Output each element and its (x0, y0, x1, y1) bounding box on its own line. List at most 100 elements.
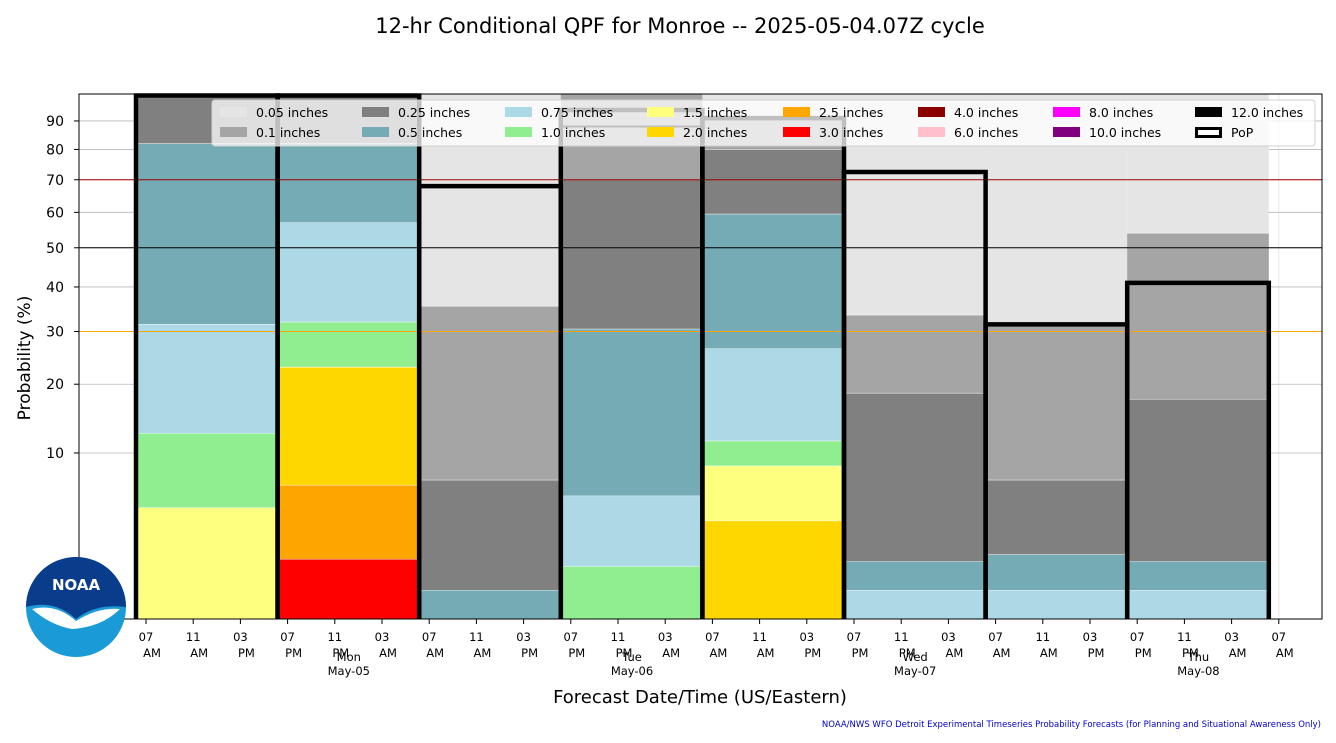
bar-group (702, 94, 844, 620)
legend-label: 3.0 inches (819, 125, 883, 140)
x-tick-label-time: 11 (469, 630, 484, 644)
noaa-logo: NOAA (26, 557, 126, 657)
x-tick-label-time: 07 (280, 630, 295, 644)
x-tick-label-ampm: PM (568, 646, 585, 660)
x-tick-label-time: 03 (1083, 630, 1098, 644)
x-tick-label-time: 11 (752, 630, 767, 644)
bar-group (277, 94, 420, 619)
legend-label: 12.0 inches (1231, 105, 1303, 120)
y-tick-label: 70 (46, 173, 64, 189)
legend-swatch (918, 127, 945, 137)
x-tick-label-ampm: AM (662, 646, 680, 660)
legend-swatch (505, 107, 532, 117)
bar-segment (985, 590, 1128, 619)
legend-label: 2.5 inches (819, 105, 883, 120)
x-tick-label-ampm: AM (1276, 646, 1294, 660)
legend-swatch (220, 127, 247, 137)
x-tick-label-ampm: PM (332, 646, 349, 660)
bar-segment (844, 590, 986, 619)
x-tick-label-ampm: AM (1040, 646, 1058, 660)
legend-label: 4.0 inches (954, 105, 1018, 120)
y-axis-label: Probability (%) (15, 296, 35, 421)
legend-swatch (783, 127, 810, 137)
x-tick-label-time: 11 (894, 630, 909, 644)
legend-label: 0.75 inches (541, 105, 613, 120)
legend-swatch (505, 127, 532, 137)
legend-label: 1.5 inches (683, 105, 747, 120)
legend-label: PoP (1231, 125, 1254, 140)
x-tick-label-ampm: PM (804, 646, 821, 660)
bar-group (560, 94, 703, 619)
x-tick-label-time: 07 (563, 630, 578, 644)
bar-segment (560, 566, 703, 619)
x-tick-label-ampm: AM (946, 646, 964, 660)
legend-label: 0.5 inches (398, 125, 462, 140)
legend-swatch (220, 107, 247, 117)
x-tick-label-time: 07 (1130, 630, 1145, 644)
legend-label: 0.1 inches (256, 125, 320, 140)
date-label: May-08 (1177, 664, 1219, 678)
x-tick-label-ampm: PM (899, 646, 916, 660)
x-tick-label-time: 03 (375, 630, 390, 644)
x-tick-label-ampm: AM (426, 646, 444, 660)
y-tick-label: 20 (46, 377, 64, 393)
logo-gull (32, 607, 120, 629)
x-tick-label-time: 03 (658, 630, 673, 644)
x-tick-label-time: 11 (1177, 630, 1192, 644)
x-tick-label-time: 03 (1224, 630, 1239, 644)
legend-label: 1.0 inches (541, 125, 605, 140)
pop-outline (1124, 280, 1272, 619)
legend-swatch (1195, 107, 1222, 117)
x-tick-label-ampm: PM (1182, 646, 1199, 660)
x-tick-label-ampm: AM (474, 646, 492, 660)
y-tick-label: 40 (46, 280, 64, 296)
legend-frame (211, 99, 1316, 147)
bar-segment (136, 507, 278, 619)
logo-top (26, 557, 126, 619)
bar-segment (419, 590, 561, 619)
x-tick-label-time: 11 (611, 630, 626, 644)
legend-swatch (362, 107, 389, 117)
y-tick-label: 80 (46, 142, 64, 158)
x-tick-label-ampm: AM (1229, 646, 1247, 660)
x-tick-label-ampm: PM (285, 646, 302, 660)
x-tick-label-ampm: PM (1135, 646, 1152, 660)
legend-label: 2.0 inches (683, 125, 747, 140)
x-axis-label: Forecast Date/Time (US/Eastern) (553, 687, 847, 708)
credit-text: NOAA/NWS WFO Detroit Experimental Timese… (822, 720, 1321, 730)
y-tick-label: 50 (46, 241, 64, 257)
bar-group (844, 94, 986, 619)
legend: 0.05 inches 0.1 inches 0.25 inches 0.5 inch… (211, 99, 1316, 147)
bar-group (136, 94, 278, 619)
bar-group (1127, 94, 1269, 619)
x-tick-label-time: 11 (1035, 630, 1050, 644)
x-tick-label-ampm: AM (379, 646, 397, 660)
legend-label: 8.0 inches (1089, 105, 1153, 120)
x-tick-label-ampm: AM (143, 646, 161, 660)
bar-group (419, 94, 561, 619)
legend-swatch (647, 127, 674, 137)
x-tick-label-ampm: PM (238, 646, 255, 660)
bar-segment (277, 559, 420, 619)
x-tick-label-time: 07 (1271, 630, 1286, 644)
x-tick-label-ampm: AM (757, 646, 775, 660)
date-label: May-07 (894, 664, 936, 678)
legend-label: 0.25 inches (398, 105, 470, 120)
legend-swatch (647, 107, 674, 117)
legend-swatch (362, 127, 389, 137)
bar-segment (1127, 590, 1269, 619)
legend-swatch (783, 107, 810, 117)
x-tick-label-time: 03 (941, 630, 956, 644)
day-label: Wed (903, 650, 928, 664)
y-tick-label: 60 (46, 205, 64, 221)
day-label: Tue (621, 650, 642, 664)
y-tick-label: 30 (46, 324, 64, 340)
plot-area: 10 20 30 40 50 60 70 80 90 07 AM 11 AM 03 PM 07 PM 11 PM 03… (46, 93, 1323, 678)
x-tick-label-time: 11 (327, 630, 342, 644)
bar-group (985, 94, 1128, 619)
y-tick-label: 10 (46, 446, 64, 462)
legend-swatch (1053, 107, 1080, 117)
logo-text: NOAA (52, 576, 101, 594)
day-label: Mon (337, 650, 361, 664)
x-tick-label-time: 11 (186, 630, 201, 644)
